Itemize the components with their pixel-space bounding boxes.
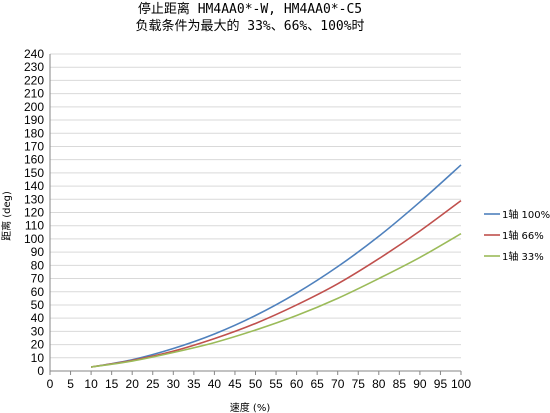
x-tick-label: 35 [187, 377, 201, 391]
y-tick-label: 190 [24, 113, 44, 127]
y-tick-label: 230 [24, 60, 44, 74]
legend-label-1: 1轴 100% [502, 208, 550, 221]
x-tick-label: 15 [105, 377, 119, 391]
x-tick-label: 55 [269, 377, 283, 391]
y-tick-label: 220 [24, 73, 44, 87]
y-axis-ticks: 0102030405060708090100110120130140150160… [24, 47, 44, 378]
y-tick-label: 200 [24, 100, 44, 114]
y-tick-label: 160 [24, 153, 44, 167]
x-tick-label: 50 [249, 377, 263, 391]
y-tick-label: 50 [31, 298, 45, 312]
x-tick-label: 30 [167, 377, 181, 391]
x-tick-label: 40 [208, 377, 222, 391]
y-tick-label: 10 [31, 351, 45, 365]
y-tick-label: 120 [24, 206, 44, 220]
x-tick-label: 75 [352, 377, 366, 391]
y-tick-label: 100 [24, 232, 44, 246]
x-tick-label: 70 [331, 377, 345, 391]
y-tick-label: 60 [31, 285, 45, 299]
x-tick-label: 10 [84, 377, 98, 391]
y-tick-label: 170 [24, 139, 44, 153]
y-tick-label: 20 [31, 338, 45, 352]
chart-subtitle: 负载条件为最大的 33%、66%、100%时 [135, 18, 364, 34]
x-tick-label: 90 [413, 377, 427, 391]
series-line-1 [90, 164, 462, 368]
x-tick-label: 20 [126, 377, 140, 391]
legend-label-2: 1轴 66% [502, 229, 544, 242]
x-tick-label: 25 [146, 377, 160, 391]
y-tick-label: 180 [24, 126, 44, 140]
y-tick-label: 210 [24, 87, 44, 101]
y-axis-title: 距离 (deg) [0, 191, 13, 241]
y-tick-label: 240 [24, 47, 44, 61]
series-lines [90, 164, 462, 368]
series-line-3 [90, 232, 462, 368]
y-tick-label: 80 [31, 258, 45, 272]
x-axis-ticks: 0 5 10 15 20 25 30 35 40 45 50 55 60 65 70 75 80 85 90 95 10… [47, 371, 471, 391]
y-tick-label: 90 [31, 245, 45, 259]
y-tick-label: 70 [31, 272, 45, 286]
chart-title: 停止距离 HM4AA0*-W, HM4AA0*-C5 [138, 1, 362, 17]
y-tick-label: 140 [24, 179, 44, 193]
x-tick-label: 100 [451, 377, 471, 391]
x-tick-label: 65 [310, 377, 324, 391]
x-tick-label: 60 [290, 377, 304, 391]
x-tick-label: 45 [228, 377, 242, 391]
y-tick-label: 40 [31, 311, 45, 325]
x-tick-label: 5 [67, 377, 74, 391]
y-tick-label: 110 [25, 219, 44, 233]
x-tick-label: 95 [434, 377, 448, 391]
legend-label-3: 1轴 33% [502, 250, 544, 263]
y-tick-label: 130 [24, 192, 44, 206]
x-tick-label: 85 [393, 377, 407, 391]
x-axis-title: 速度 (%) [230, 401, 271, 413]
legend: 1轴 100% 1轴 66% 1轴 33% [484, 208, 550, 263]
series-line-2 [90, 199, 462, 368]
y-tick-label: 30 [31, 324, 45, 338]
x-tick-label: 80 [372, 377, 386, 391]
x-tick-label: 0 [47, 377, 54, 391]
y-tick-label: 0 [37, 364, 44, 378]
y-tick-label: 150 [24, 166, 44, 180]
